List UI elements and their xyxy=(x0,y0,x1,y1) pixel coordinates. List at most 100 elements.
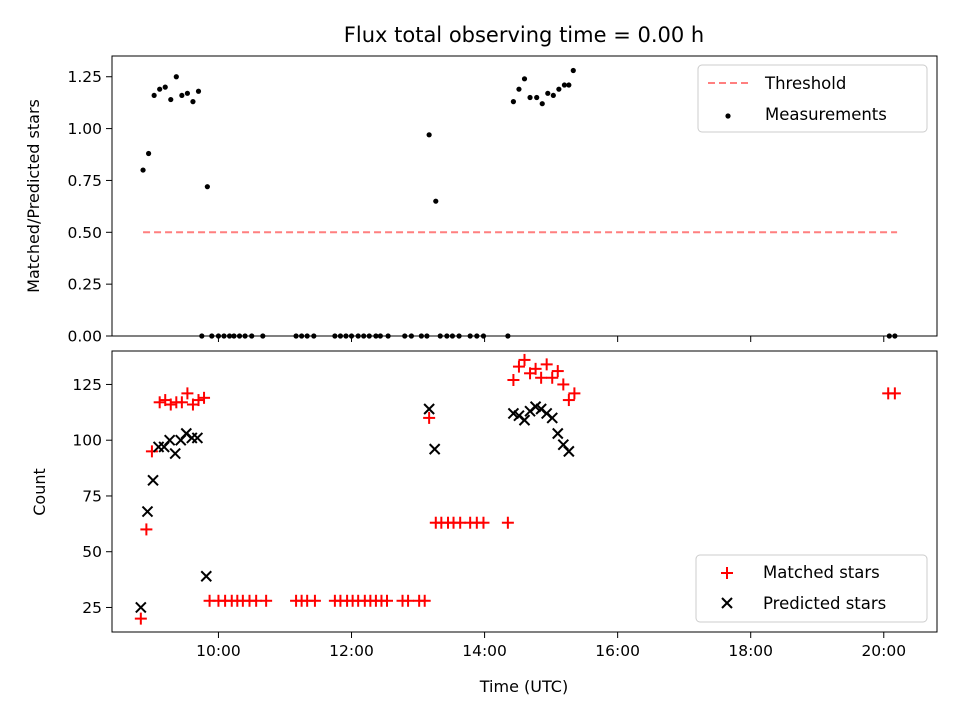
top-panel-title: Flux total observing time = 0.00 h xyxy=(344,23,704,47)
measurement-point xyxy=(179,92,185,99)
matched-star-point xyxy=(134,612,147,625)
measurement-point xyxy=(550,92,556,99)
predicted-star-point xyxy=(135,601,147,614)
bottom-y-tick-label: 100 xyxy=(72,432,102,450)
matched-star-point xyxy=(175,396,188,409)
matched-star-point xyxy=(198,391,211,404)
matched-star-point xyxy=(507,373,520,386)
predicted-star-point xyxy=(191,432,204,444)
measurement-point xyxy=(521,76,528,82)
bottom-x-tick-label: 10:00 xyxy=(196,642,241,660)
measurement-point xyxy=(184,90,191,96)
measurements-legend-swatch xyxy=(725,113,731,119)
measurement-point xyxy=(195,88,202,94)
predicted-star-point xyxy=(552,427,564,440)
predicted-stars-legend-label: Predicted stars xyxy=(763,594,886,613)
bottom-panel-legend: Matched stars Predicted stars xyxy=(695,554,928,623)
bottom-panel-x-axis-label: Time (UTC) xyxy=(479,677,568,696)
top-y-tick-label: 0.25 xyxy=(67,276,102,294)
top-panel-legend: Threshold Measurements xyxy=(697,64,928,133)
matched-star-point xyxy=(888,387,901,400)
predicted-star-point xyxy=(428,443,441,455)
measurement-point xyxy=(570,67,576,74)
bottom-y-tick-label: 75 xyxy=(82,487,102,505)
top-panel-plot-area xyxy=(140,67,898,339)
measurement-point xyxy=(173,74,179,80)
matched-star-point xyxy=(381,594,393,607)
predicted-star-point xyxy=(147,474,159,487)
matched-star-point xyxy=(501,516,514,529)
bottom-legend-box xyxy=(695,554,928,623)
matched-star-point xyxy=(308,594,321,607)
matched-star-point xyxy=(153,396,166,409)
matched-stars-legend-label: Matched stars xyxy=(763,563,880,582)
matched-star-point xyxy=(260,594,273,607)
measurement-point xyxy=(426,132,432,138)
predicted-star-point xyxy=(169,447,181,460)
matched-star-point xyxy=(551,365,564,378)
measurement-point xyxy=(145,150,152,157)
measurement-point xyxy=(190,99,196,105)
bottom-y-tick-label: 25 xyxy=(82,599,102,617)
predicted-star-point xyxy=(163,434,176,446)
matched-star-point xyxy=(423,411,436,424)
measurement-point xyxy=(204,184,210,190)
measurement-point xyxy=(534,94,540,101)
top-y-tick-label: 0.00 xyxy=(67,328,102,346)
matched-star-point xyxy=(512,360,525,373)
predicted-star-point xyxy=(563,445,575,458)
predicted-stars-legend-swatch xyxy=(721,597,733,609)
matched-star-point xyxy=(164,398,177,411)
measurement-point xyxy=(151,92,157,99)
measurement-point xyxy=(162,84,168,90)
top-panel-y-axis-label: Matched/Predicted stars xyxy=(24,99,43,293)
measurement-point xyxy=(168,96,174,103)
measurement-point xyxy=(561,82,568,88)
bottom-panel: Count Time (UTC) 25 50 75 100 125 10:00 12:00… xyxy=(30,350,938,696)
bottom-x-tick-label: 18:00 xyxy=(728,642,773,660)
predicted-star-point xyxy=(423,403,435,415)
bottom-y-tick-label: 50 xyxy=(82,543,102,561)
measurements-legend-label: Measurements xyxy=(765,105,887,124)
top-y-tick-label: 0.75 xyxy=(67,172,102,190)
matched-star-point xyxy=(562,394,575,407)
bottom-x-tick-label: 20:00 xyxy=(861,642,906,660)
matched-star-point xyxy=(181,387,194,400)
matched-star-point xyxy=(418,594,431,607)
top-panel-y-ticks: 0.00 0.25 0.50 0.75 1.00 1.25 xyxy=(67,68,112,346)
predicted-star-point xyxy=(518,414,531,426)
top-panel-frame xyxy=(111,55,938,337)
bottom-panel-frame xyxy=(111,350,938,633)
bottom-panel-y-ticks: 25 50 75 100 125 xyxy=(72,376,112,617)
matched-star-point xyxy=(518,353,531,366)
measurement-point xyxy=(157,86,163,92)
bottom-panel-y-axis-label: Count xyxy=(30,468,49,516)
matched-star-point xyxy=(140,523,153,536)
matched-star-point xyxy=(402,594,415,607)
matched-star-point xyxy=(535,371,548,384)
top-y-tick-label: 0.50 xyxy=(67,224,102,242)
measurement-point xyxy=(510,99,517,105)
bottom-x-tick-label: 14:00 xyxy=(462,642,507,660)
predicted-star-point xyxy=(200,570,212,582)
measurement-point xyxy=(527,94,533,101)
bottom-y-tick-label: 125 xyxy=(72,376,102,394)
top-y-tick-label: 1.25 xyxy=(67,68,102,86)
measurement-point xyxy=(433,198,439,204)
matched-star-point xyxy=(568,387,581,400)
matched-stars-legend-swatch xyxy=(721,567,733,579)
matched-star-point xyxy=(546,371,559,384)
measurement-point xyxy=(545,90,551,96)
threshold-legend-label: Threshold xyxy=(764,74,846,93)
bottom-x-tick-label: 16:00 xyxy=(595,642,640,660)
matched-star-point xyxy=(557,378,570,391)
measurement-point xyxy=(556,86,562,92)
measurement-point xyxy=(140,167,146,173)
matched-star-point xyxy=(529,362,542,375)
matched-star-point xyxy=(477,516,490,529)
top-legend-box xyxy=(697,64,928,133)
bottom-panel-plot-area xyxy=(134,353,901,625)
matched-star-point xyxy=(192,394,205,407)
top-y-tick-label: 1.00 xyxy=(67,120,102,138)
